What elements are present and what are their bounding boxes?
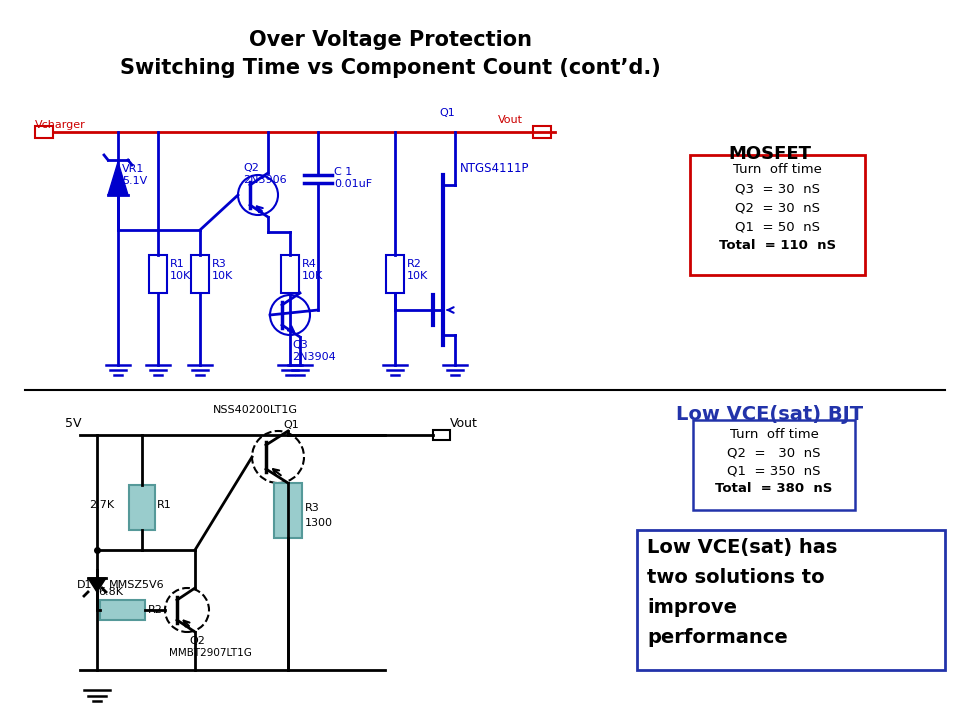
Text: Q2  =   30  nS: Q2 = 30 nS — [728, 446, 821, 459]
Text: MMBT2907LT1G: MMBT2907LT1G — [169, 648, 252, 658]
Text: NSS40200LT1G: NSS40200LT1G — [213, 405, 298, 415]
Bar — [149, 255, 167, 293]
Text: Q2  = 30  nS: Q2 = 30 nS — [735, 201, 820, 214]
Text: Vcharger: Vcharger — [35, 120, 85, 130]
Text: Q3  = 30  nS: Q3 = 30 nS — [735, 182, 820, 195]
Text: 6.8K: 6.8K — [98, 587, 123, 597]
Text: R2: R2 — [148, 605, 163, 615]
Bar — [100, 600, 145, 620]
Text: performance: performance — [647, 628, 788, 647]
Bar — [35, 126, 53, 138]
Text: D1: D1 — [77, 580, 92, 590]
Text: improve: improve — [647, 598, 737, 617]
Bar — [693, 420, 855, 510]
Bar — [690, 155, 865, 275]
Text: Low VCE(sat) BJT: Low VCE(sat) BJT — [677, 405, 864, 424]
Text: NTGS4111P: NTGS4111P — [460, 161, 530, 174]
Bar — [433, 430, 450, 440]
Text: Vout: Vout — [450, 417, 478, 430]
Text: MMSZ5V6: MMSZ5V6 — [109, 580, 164, 590]
Bar — [637, 530, 945, 670]
Text: Over Voltage Protection: Over Voltage Protection — [249, 30, 532, 50]
Text: R1: R1 — [157, 500, 172, 510]
Text: R4
10K: R4 10K — [302, 259, 324, 281]
Text: Vout: Vout — [498, 115, 523, 125]
Text: Low VCE(sat) has: Low VCE(sat) has — [647, 538, 837, 557]
Text: Q2: Q2 — [189, 636, 204, 646]
Text: Q3
2N3904: Q3 2N3904 — [292, 340, 336, 361]
Text: Turn  off time: Turn off time — [733, 163, 822, 176]
Bar — [533, 126, 551, 138]
Text: 5V: 5V — [65, 417, 82, 430]
Text: VR1
5.1V: VR1 5.1V — [122, 164, 147, 186]
Polygon shape — [108, 162, 128, 195]
Bar — [386, 255, 404, 293]
Text: Turn  off time: Turn off time — [730, 428, 819, 441]
Text: MOSFET: MOSFET — [729, 145, 811, 163]
Text: Q1: Q1 — [283, 420, 299, 430]
Text: Switching Time vs Component Count (cont’d.): Switching Time vs Component Count (cont’… — [120, 58, 660, 78]
Text: Q1  = 350  nS: Q1 = 350 nS — [728, 464, 821, 477]
Text: R3: R3 — [305, 503, 320, 513]
Text: Q2
2N3906: Q2 2N3906 — [243, 163, 287, 184]
Text: R2
10K: R2 10K — [407, 259, 428, 281]
Text: two solutions to: two solutions to — [647, 568, 825, 587]
Bar — [129, 485, 155, 530]
Bar — [281, 255, 299, 293]
Text: 1300: 1300 — [305, 518, 333, 528]
Text: C 1
0.01uF: C 1 0.01uF — [334, 167, 372, 189]
Bar — [191, 255, 209, 293]
Text: Total  = 380  nS: Total = 380 nS — [715, 482, 832, 495]
Text: R3
10K: R3 10K — [212, 259, 233, 281]
Text: 2.7K: 2.7K — [89, 500, 114, 510]
Text: Q1: Q1 — [439, 108, 455, 118]
Text: R1
10K: R1 10K — [170, 259, 191, 281]
Bar — [274, 483, 302, 538]
Polygon shape — [88, 578, 106, 592]
Text: Q1  = 50  nS: Q1 = 50 nS — [735, 220, 820, 233]
Text: Total  = 110  nS: Total = 110 nS — [719, 239, 836, 252]
